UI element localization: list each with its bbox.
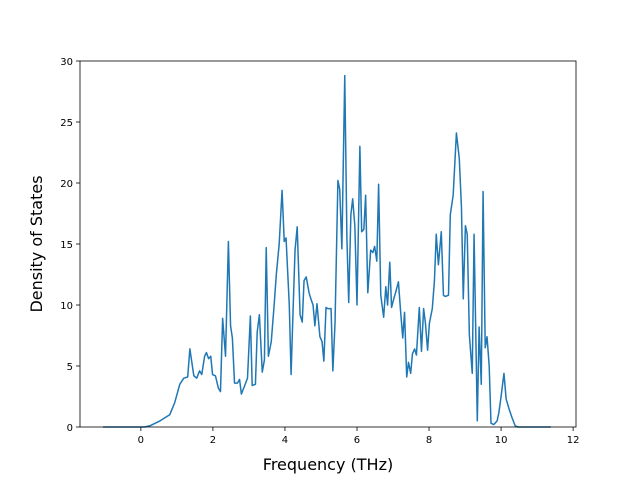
x-tick-label: 0	[138, 435, 144, 446]
x-tick-label: 10	[495, 435, 508, 446]
y-tick-label: 0	[67, 423, 73, 434]
y-axis-label: Density of States	[27, 175, 46, 312]
x-tick-label: 8	[426, 435, 432, 446]
x-axis-label: Frequency (THz)	[263, 455, 393, 474]
y-tick-label: 10	[60, 301, 73, 312]
y-tick-label: 20	[60, 179, 73, 190]
y-tick-label: 15	[60, 240, 73, 251]
x-tick-label: 12	[567, 435, 580, 446]
x-tick-label: 6	[354, 435, 360, 446]
y-tick-label: 5	[67, 362, 73, 373]
plot-frame	[79, 60, 577, 428]
data-line	[103, 74, 551, 428]
x-tick-label: 4	[282, 435, 288, 446]
y-tick-label: 25	[60, 118, 73, 129]
y-tick-label: 30	[60, 57, 73, 68]
x-tick-label: 2	[210, 435, 216, 446]
